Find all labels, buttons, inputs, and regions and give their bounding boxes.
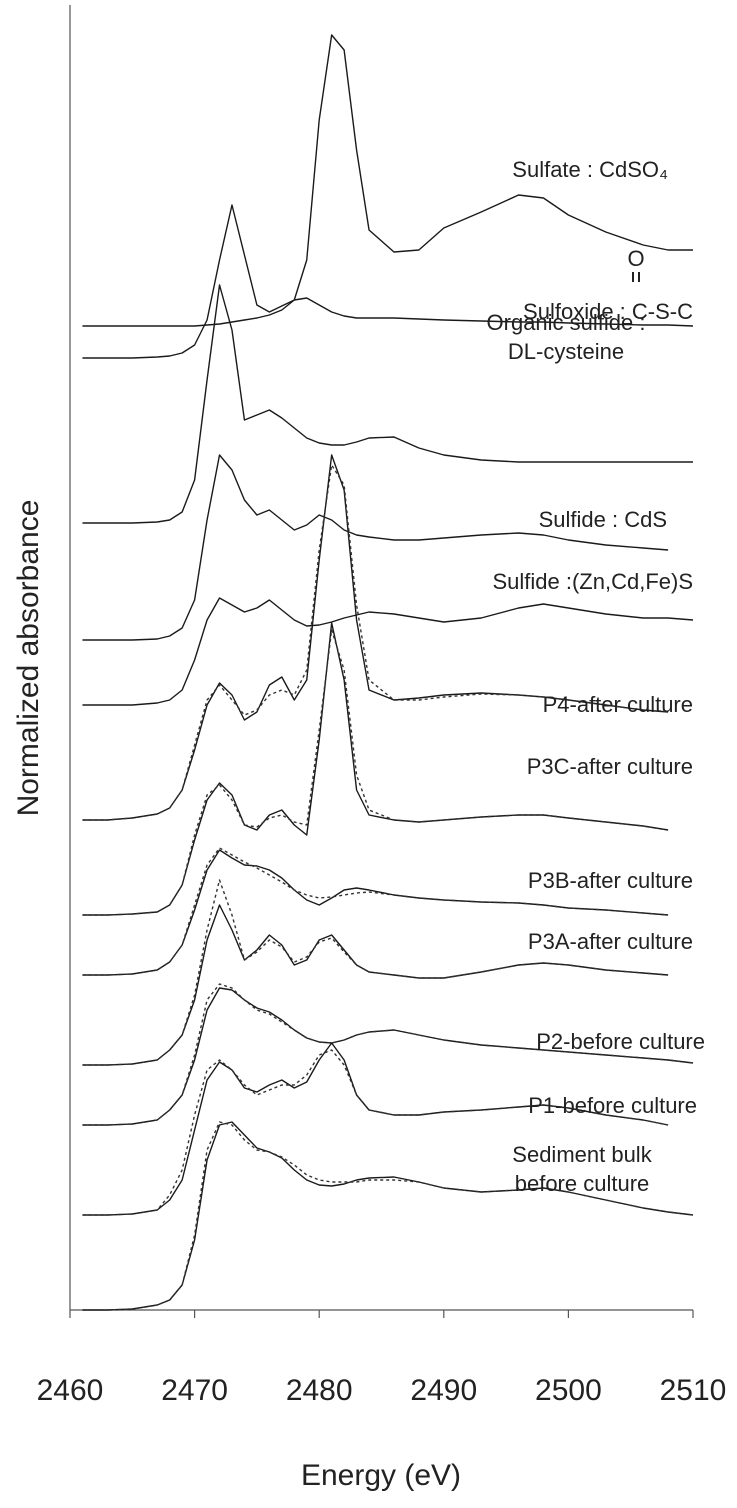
oxygen-annotation: O [627,246,644,271]
spectrum-line [82,284,693,524]
fit-line [82,1121,694,1311]
curve-label: Organic sulfide : DL-cysteine [486,310,646,364]
spectrum-line [82,454,669,641]
curve-label: P3C-after culture [526,754,693,779]
fit-line [82,1049,669,1216]
curve-label: P4-after culture [542,692,693,717]
x-tick-label: 2510 [660,1374,727,1407]
x-tick-label: 2480 [286,1374,353,1407]
x-axis-title: Energy (eV) [301,1459,461,1492]
curve-label: P1-before culture [528,1093,697,1118]
curve-label: P3A-after culture [527,929,693,954]
curve-label: Sulfide :(Zn,Cd,Fe)S [492,569,693,594]
curve-label: P3B-after culture [527,868,693,893]
fit-line [82,847,669,976]
fit-line [82,629,669,916]
spectrum-line [82,597,694,706]
fit-line [82,464,669,821]
curve-label: Sulfide : CdS [538,507,667,532]
x-tick-label: 2490 [410,1374,477,1407]
curve-label: Sulfate : CdSO₄ [512,157,668,182]
curve-label: P2-before culture [536,1029,705,1054]
curve-label: Sulfoxide : C-S-C [523,299,693,324]
spectrum-line [82,34,693,327]
fit-line [82,879,669,1066]
x-tick-label: 2460 [37,1374,104,1407]
spectrum-line [82,204,694,359]
y-axis-title: Normalized absorbance [12,500,45,817]
curve-label: Sediment bulk before culture [512,1142,652,1196]
x-tick-label: 2500 [535,1374,602,1407]
x-tick-label: 2470 [161,1374,228,1407]
